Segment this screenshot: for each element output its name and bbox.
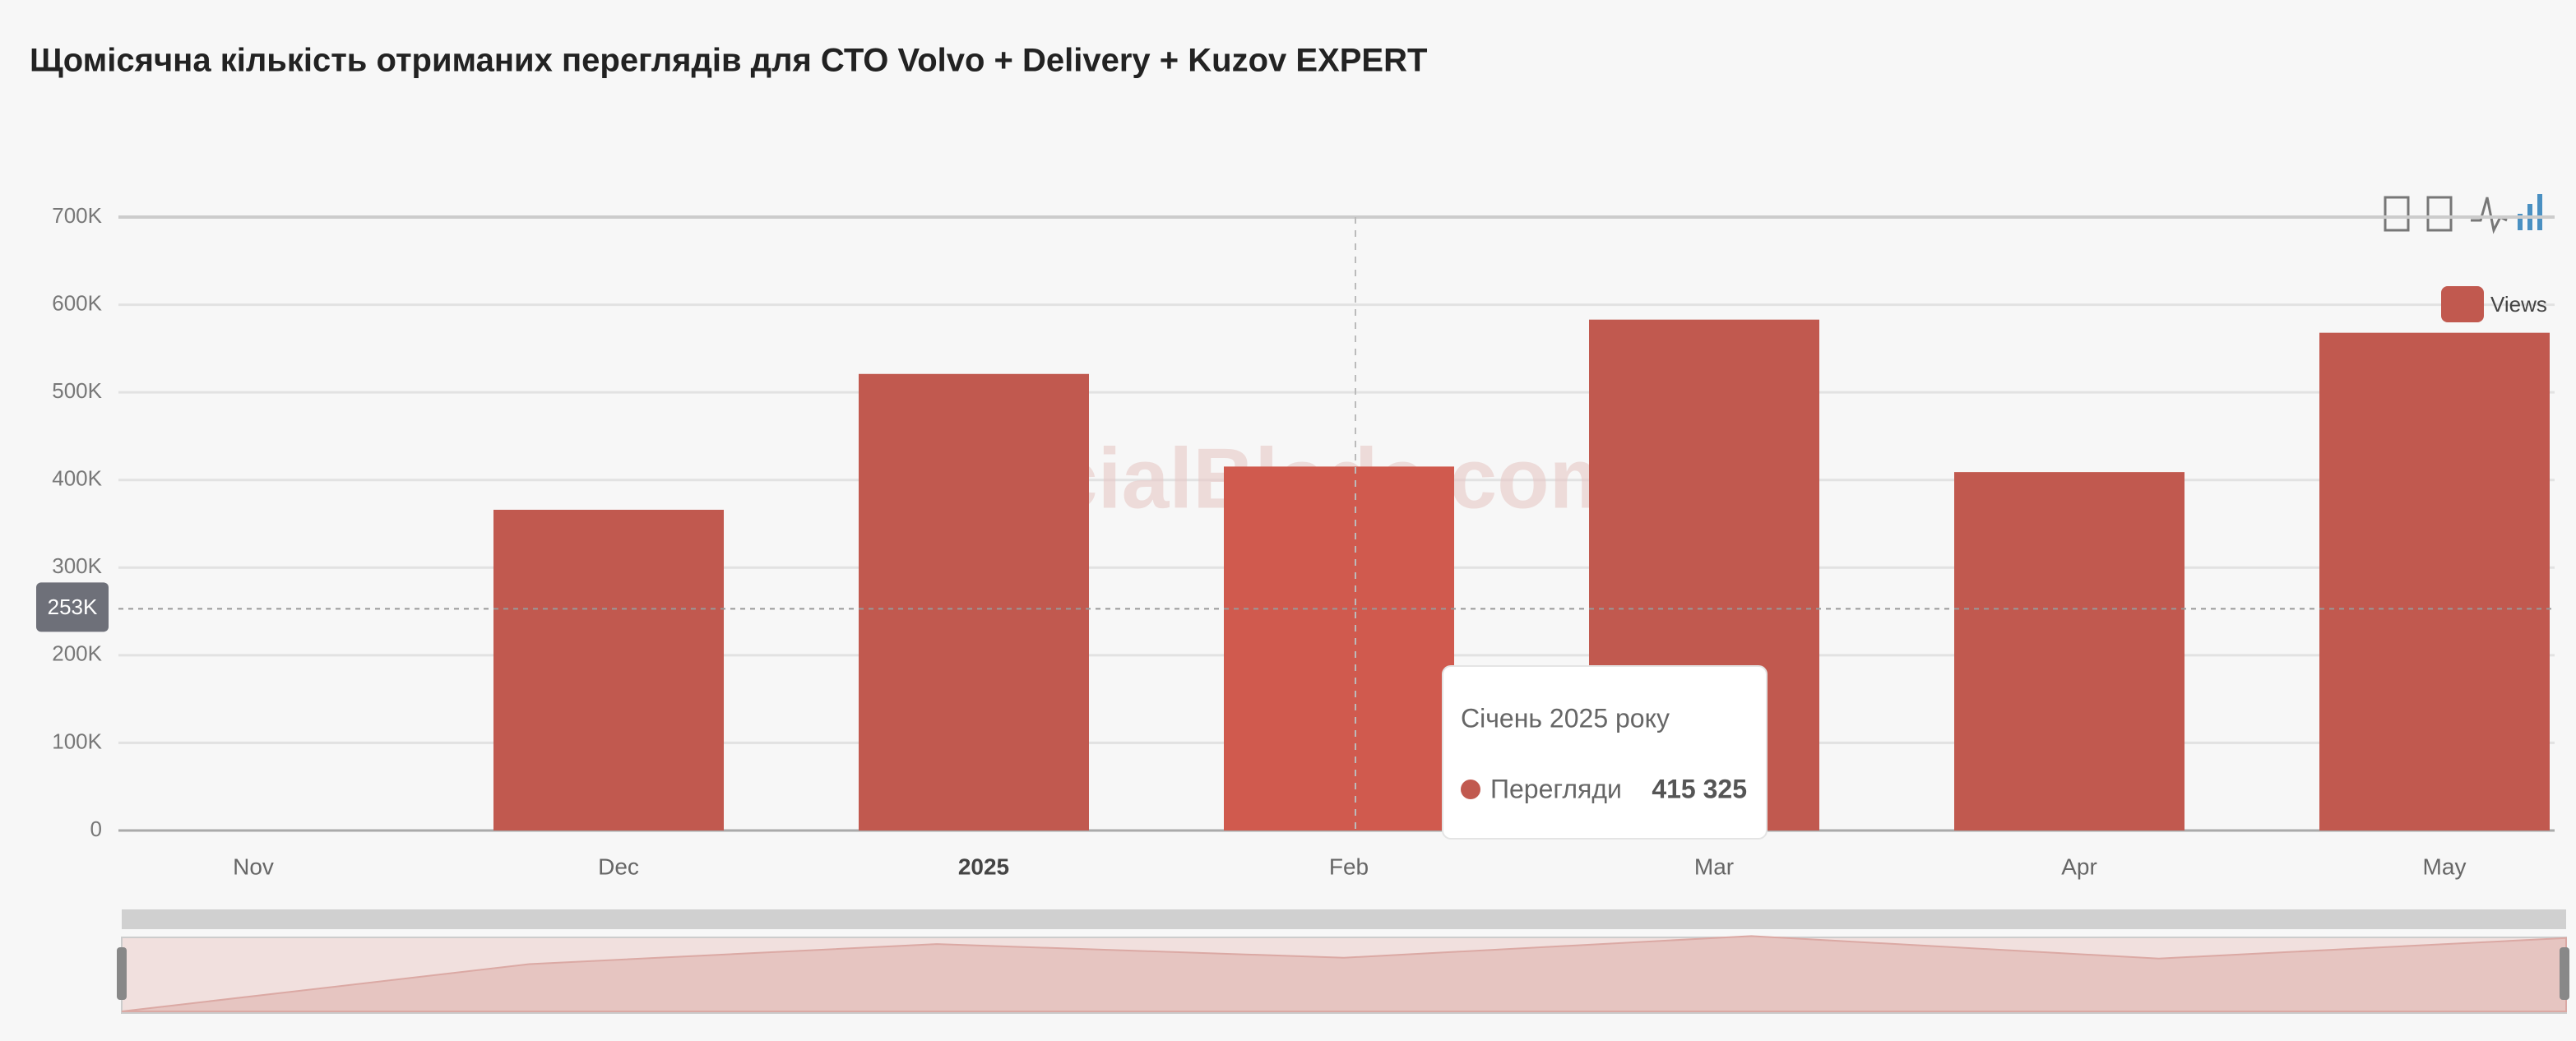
y-tick-label: 300K bbox=[52, 553, 102, 578]
y-tick-label: 700K bbox=[52, 203, 102, 228]
x-tick-label: Nov bbox=[233, 854, 274, 879]
bar bbox=[1954, 472, 2185, 830]
tooltip-title: Січень 2025 року bbox=[1461, 703, 1670, 733]
y-tick-label: 100K bbox=[52, 729, 102, 753]
y-tick-label: 400K bbox=[52, 466, 102, 491]
tooltip-series: Перегляди bbox=[1490, 774, 1622, 803]
zoom-bar[interactable] bbox=[122, 909, 2566, 929]
x-tick-label: May bbox=[2423, 854, 2467, 879]
tooltip: Січень 2025 року Перегляди 415 325 bbox=[1442, 665, 1768, 840]
y-tick-label: 600K bbox=[52, 290, 102, 315]
x-tick-label: 2025 bbox=[958, 854, 1009, 879]
x-tick-label: Feb bbox=[1329, 854, 1369, 879]
zoom-handle-right[interactable] bbox=[2560, 947, 2569, 1000]
tooltip-box bbox=[1442, 665, 1768, 840]
y-tick-label: 500K bbox=[52, 378, 102, 403]
x-tick-label: Dec bbox=[598, 854, 639, 879]
x-tick-label: Apr bbox=[2061, 854, 2097, 879]
bar bbox=[493, 509, 724, 830]
bar bbox=[859, 373, 1089, 831]
zoom-icon[interactable] bbox=[2384, 196, 2410, 232]
legend-label: Views bbox=[2490, 292, 2547, 317]
reset-icon[interactable] bbox=[2426, 196, 2453, 232]
tooltip-dot bbox=[1461, 780, 1480, 799]
y-tick-label: 200K bbox=[52, 641, 102, 666]
y-tick-label: 0 bbox=[90, 817, 102, 841]
zoom-handle-left[interactable] bbox=[117, 947, 127, 1000]
bar bbox=[1224, 466, 1454, 830]
tooltip-value: 415 325 bbox=[1652, 774, 1747, 803]
axis-pointer-box bbox=[36, 582, 109, 632]
x-tick-label: Mar bbox=[1694, 854, 1734, 879]
legend-swatch bbox=[2441, 286, 2484, 322]
bar bbox=[2319, 332, 2550, 830]
axis-pointer-label: 253K bbox=[48, 595, 98, 619]
chart-title: Щомісячна кількість отриманих переглядів… bbox=[30, 43, 1427, 79]
